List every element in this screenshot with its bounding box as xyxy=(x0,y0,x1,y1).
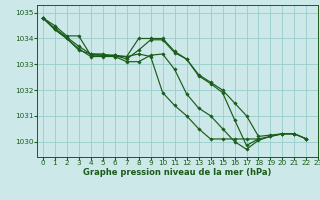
X-axis label: Graphe pression niveau de la mer (hPa): Graphe pression niveau de la mer (hPa) xyxy=(84,168,272,177)
